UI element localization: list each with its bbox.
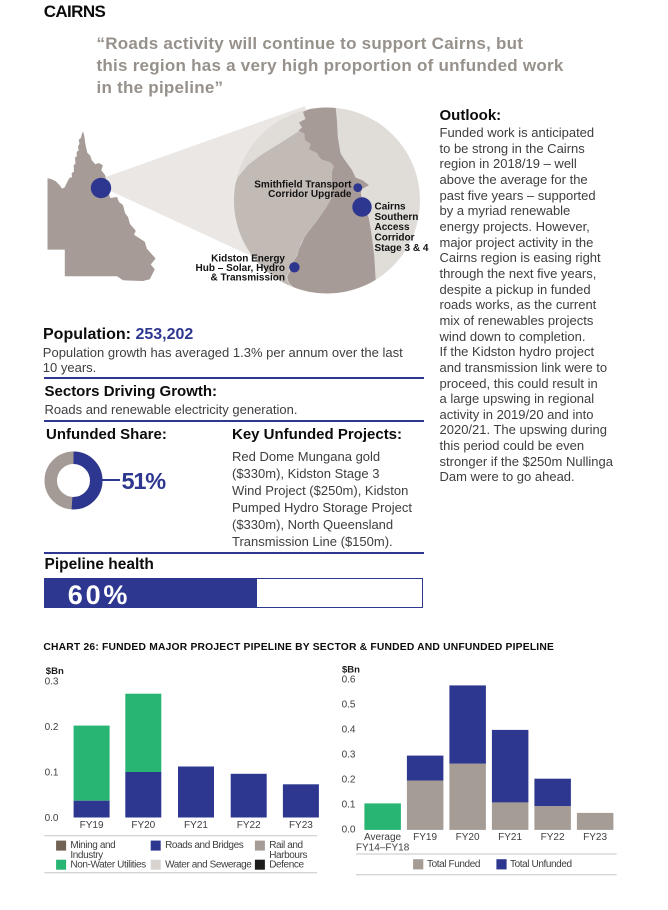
- svg-text:0.0: 0.0: [45, 813, 59, 824]
- svg-text:0.3: 0.3: [45, 677, 59, 688]
- svg-text:Rail and: Rail and: [269, 840, 303, 851]
- svg-text:Water and Sewerage: Water and Sewerage: [165, 860, 252, 871]
- svg-text:FY19: FY19: [80, 820, 104, 831]
- svg-text:& Transmission: & Transmission: [211, 273, 285, 284]
- svg-text:Smithfield Transport: Smithfield Transport: [254, 180, 352, 191]
- svg-text:Southern: Southern: [375, 212, 419, 223]
- svg-text:FY22: FY22: [541, 832, 565, 843]
- svg-text:Total Funded: Total Funded: [427, 859, 480, 870]
- svg-text:Access: Access: [375, 222, 410, 233]
- svg-text:0.3: 0.3: [342, 750, 356, 761]
- svg-text:FY23: FY23: [583, 832, 607, 843]
- svg-text:FY19: FY19: [413, 832, 437, 843]
- svg-text:Defence: Defence: [269, 860, 304, 871]
- svg-text:0.0: 0.0: [342, 825, 356, 836]
- svg-text:0.1: 0.1: [342, 800, 356, 811]
- svg-text:0.5: 0.5: [342, 700, 356, 711]
- svg-text:Harbours: Harbours: [269, 850, 307, 861]
- svg-text:FY14–FY18: FY14–FY18: [356, 843, 410, 854]
- svg-text:Corridor Upgrade: Corridor Upgrade: [268, 189, 352, 200]
- svg-text:Non-Water Utilities: Non-Water Utilities: [70, 860, 146, 871]
- svg-text:Corridor: Corridor: [375, 233, 415, 244]
- svg-text:FY21: FY21: [184, 820, 208, 831]
- svg-text:Mining and: Mining and: [70, 840, 115, 851]
- svg-text:0.1: 0.1: [45, 767, 59, 778]
- svg-text:Hub – Solar, Hydro: Hub – Solar, Hydro: [196, 263, 285, 274]
- svg-text:Kidston Energy: Kidston Energy: [211, 254, 285, 265]
- svg-text:FY22: FY22: [237, 820, 261, 831]
- svg-text:Industry: Industry: [70, 850, 103, 861]
- svg-text:Total Unfunded: Total Unfunded: [510, 859, 572, 870]
- svg-text:FY20: FY20: [131, 820, 155, 831]
- svg-text:$Bn: $Bn: [342, 664, 360, 675]
- svg-text:$Bn: $Bn: [46, 666, 64, 677]
- svg-text:Cairns: Cairns: [375, 201, 407, 212]
- svg-text:Roads and Bridges: Roads and Bridges: [165, 840, 244, 851]
- svg-text:Stage 3 & 4: Stage 3 & 4: [375, 243, 429, 254]
- svg-text:Average: Average: [364, 832, 402, 843]
- svg-text:0.6: 0.6: [342, 675, 356, 686]
- svg-text:FY23: FY23: [289, 820, 313, 831]
- svg-text:0.2: 0.2: [45, 722, 59, 733]
- svg-text:0.2: 0.2: [342, 775, 356, 786]
- svg-text:0.4: 0.4: [342, 725, 356, 736]
- svg-text:FY21: FY21: [498, 832, 522, 843]
- svg-text:FY20: FY20: [456, 832, 480, 843]
